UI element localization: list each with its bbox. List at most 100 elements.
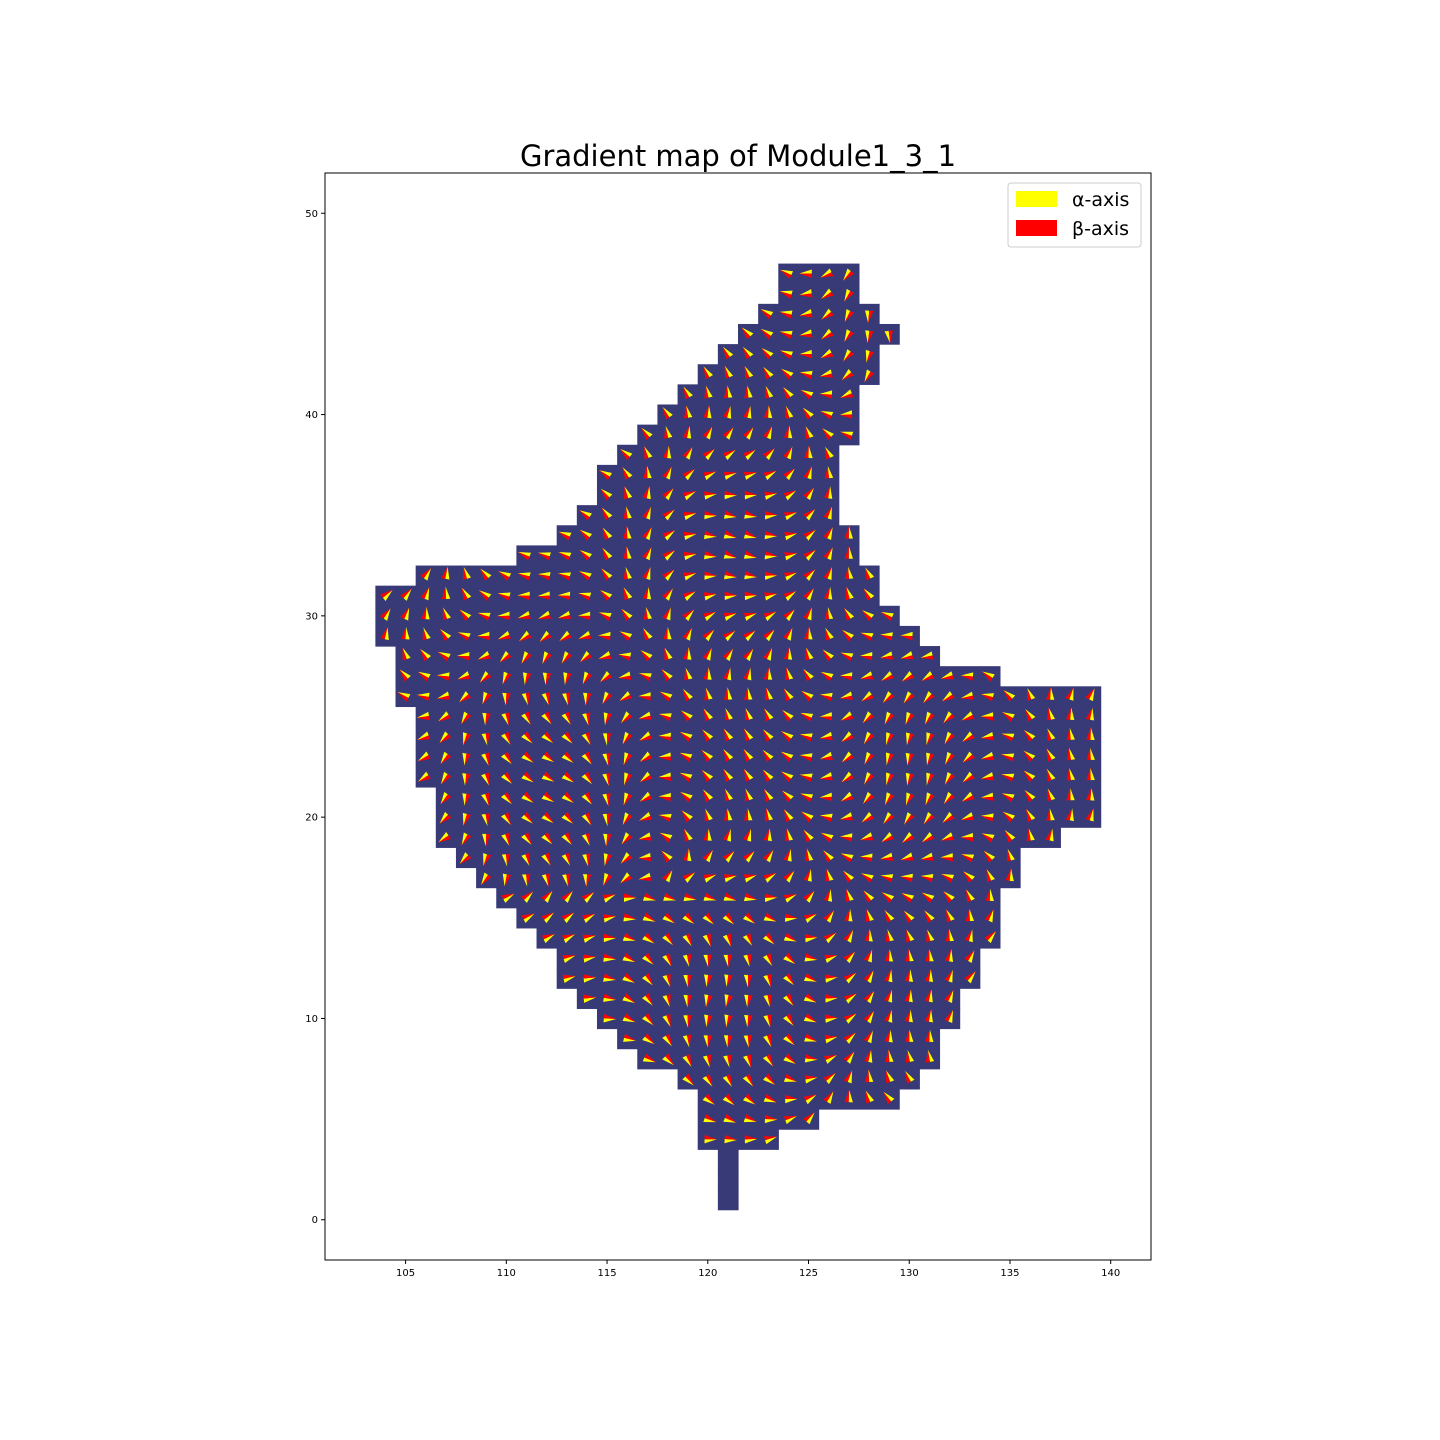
- alpha-arrow: [642, 975, 653, 986]
- gradient-arrow: [704, 385, 713, 399]
- gradient-arrow: [819, 772, 833, 781]
- gradient-arrow: [904, 1009, 913, 1023]
- beta-arrow: [823, 888, 831, 901]
- alpha-arrow: [437, 651, 451, 658]
- alpha-arrow: [724, 365, 734, 378]
- alpha-arrow: [827, 506, 832, 520]
- beta-arrow: [645, 993, 653, 1006]
- beta-arrow: [945, 909, 951, 923]
- alpha-arrow: [987, 931, 996, 944]
- alpha-arrow: [702, 729, 714, 740]
- alpha-arrow: [439, 731, 449, 744]
- gradient-arrow: [840, 652, 854, 662]
- beta-arrow: [865, 908, 870, 923]
- gradient-arrow: [824, 627, 834, 641]
- gradient-arrow: [642, 1013, 654, 1026]
- alpha-arrow: [619, 691, 630, 702]
- alpha-arrow: [424, 587, 430, 601]
- gradient-arrow: [961, 791, 975, 802]
- alpha-arrow: [561, 651, 569, 664]
- alpha-arrow: [542, 651, 549, 665]
- gradient-arrow: [481, 813, 490, 827]
- alpha-arrow: [920, 651, 933, 659]
- alpha-arrow: [684, 828, 693, 841]
- gradient-arrow: [703, 592, 717, 601]
- alpha-arrow: [884, 330, 891, 344]
- gradient-arrow: [783, 490, 797, 501]
- gradient-arrow: [639, 791, 653, 802]
- alpha-arrow: [659, 691, 673, 699]
- gradient-arrow: [901, 670, 915, 682]
- gradient-arrow: [662, 607, 671, 621]
- alpha-arrow: [704, 575, 717, 580]
- gradient-arrow: [743, 550, 757, 559]
- alpha-arrow: [687, 425, 692, 439]
- alpha-arrow: [581, 834, 590, 846]
- gradient-arrow: [744, 1014, 753, 1028]
- beta-arrow: [785, 932, 797, 942]
- alpha-arrow: [825, 1017, 838, 1023]
- beta-arrow: [763, 1136, 778, 1141]
- alpha-arrow: [704, 555, 717, 560]
- alpha-arrow: [704, 994, 709, 1008]
- beta-arrow: [505, 712, 510, 726]
- gradient-arrow: [724, 1014, 733, 1028]
- gradient-arrow: [1002, 811, 1016, 823]
- gradient-arrow: [602, 793, 611, 807]
- alpha-arrow: [664, 509, 675, 521]
- alpha-arrow: [562, 874, 569, 887]
- gradient-arrow: [820, 348, 834, 359]
- gradient-arrow: [841, 369, 854, 381]
- beta-arrow: [845, 586, 850, 600]
- beta-arrow: [644, 932, 655, 944]
- beta-arrow: [844, 607, 851, 621]
- gradient-arrow: [640, 650, 653, 662]
- alpha-arrow: [523, 913, 535, 924]
- gradient-arrow: [742, 427, 754, 440]
- gradient-arrow: [598, 651, 612, 660]
- beta-arrow: [662, 869, 673, 881]
- alpha-arrow: [846, 1013, 857, 1024]
- gradient-arrow: [981, 833, 995, 843]
- beta-arrow: [439, 734, 452, 744]
- beta-arrow: [704, 510, 717, 516]
- beta-arrow: [662, 569, 675, 578]
- beta-arrow: [464, 793, 471, 807]
- alpha-arrow: [642, 995, 653, 1006]
- alpha-arrow: [888, 1009, 893, 1023]
- alpha-arrow: [623, 917, 637, 922]
- alpha-arrow: [705, 687, 713, 700]
- beta-arrow: [884, 948, 890, 962]
- beta-arrow: [578, 634, 592, 640]
- alpha-arrow: [622, 976, 636, 983]
- beta-arrow: [763, 366, 771, 380]
- alpha-arrow: [462, 812, 467, 826]
- alpha-arrow: [1024, 789, 1036, 800]
- alpha-arrow: [747, 405, 752, 419]
- mask-cell-row: [455, 847, 1021, 869]
- alpha-arrow: [905, 772, 910, 786]
- gradient-arrow: [541, 771, 555, 782]
- alpha-arrow: [867, 990, 875, 1004]
- beta-arrow: [683, 386, 690, 400]
- alpha-arrow: [744, 575, 758, 580]
- beta-arrow: [504, 731, 511, 745]
- beta-arrow: [564, 751, 574, 763]
- alpha-arrow: [603, 853, 608, 867]
- alpha-arrow: [581, 774, 593, 785]
- gradient-arrow: [722, 1093, 735, 1106]
- alpha-arrow: [557, 610, 570, 619]
- alpha-arrow: [765, 611, 777, 622]
- alpha-arrow: [863, 890, 875, 901]
- beta-arrow: [863, 733, 875, 745]
- alpha-arrow: [497, 611, 510, 617]
- alpha-arrow: [864, 751, 871, 765]
- gradient-arrow: [783, 446, 793, 460]
- beta-arrow: [564, 731, 573, 744]
- alpha-arrow: [882, 691, 892, 704]
- gradient-arrow: [944, 949, 954, 963]
- mask-cell-row: [717, 1149, 739, 1171]
- gradient-arrow: [642, 527, 652, 541]
- alpha-arrow: [643, 896, 657, 901]
- beta-arrow: [658, 714, 671, 722]
